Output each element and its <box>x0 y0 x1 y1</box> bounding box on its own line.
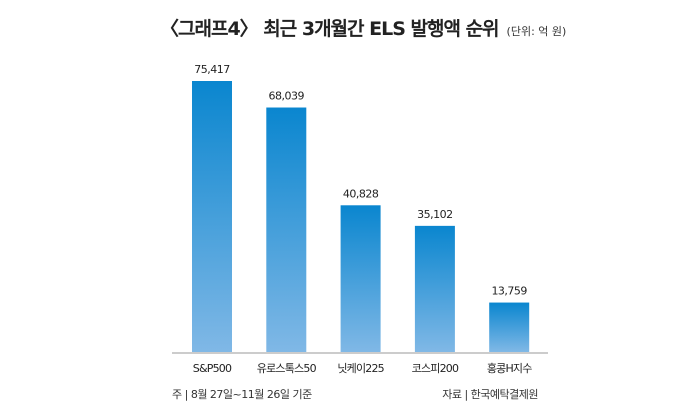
period-note: 주 | 8월 27일~11월 26일 기준 <box>172 388 312 401</box>
source-note: 자료 | 한국예탁결제원 <box>442 388 538 401</box>
data-label: 40,828 <box>343 187 379 200</box>
x-tick-label: 닛케이225 <box>337 362 384 375</box>
chart-title: 〈그래프4〉 최근 3개월간 ELS 발행액 순위 (단위: 억 원) <box>160 14 566 41</box>
bar <box>414 225 455 352</box>
x-tick-label: 유로스톡스50 <box>257 362 317 375</box>
x-tick-label: 코스피200 <box>412 362 459 375</box>
unit-label: (단위: 억 원) <box>506 25 567 38</box>
data-label: 35,102 <box>417 208 453 221</box>
data-label: 75,417 <box>194 63 230 76</box>
x-tick-label: 홍콩H지수 <box>487 361 532 375</box>
x-tick-label: S&P500 <box>193 362 232 375</box>
bar <box>192 81 232 352</box>
bar <box>266 107 307 352</box>
data-label: 68,039 <box>269 90 305 103</box>
title-text: 〈그래프4〉 최근 3개월간 ELS 발행액 순위 <box>160 18 500 40</box>
data-label: 13,759 <box>491 285 527 298</box>
bar <box>340 205 381 352</box>
bar <box>489 302 530 352</box>
